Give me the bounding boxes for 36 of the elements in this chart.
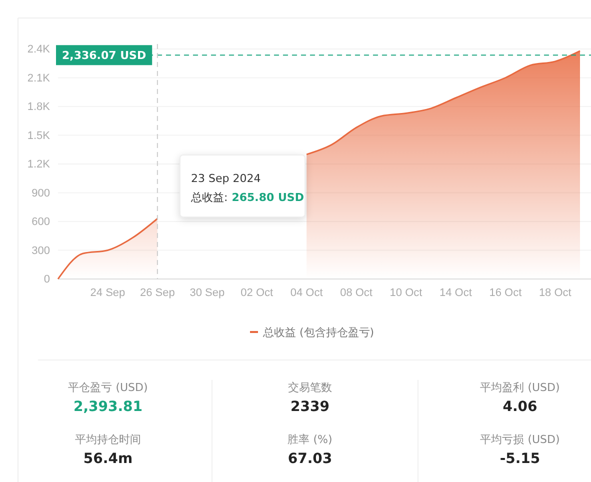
y-tick-label: 2.4K [27,44,51,56]
y-tick-label: 600 [32,216,50,228]
y-tick-label: 1.8K [27,101,51,114]
y-tick-label: 2.1K [27,72,51,84]
x-tick-label: 18 Oct [538,286,572,299]
ref-line-label: 2,336.07 USD [62,49,146,62]
y-tick-label: 900 [32,187,50,200]
text: 2,393.81 [73,399,143,415]
x-tick-label: 10 Oct [390,286,422,299]
x-tick-label: 16 Oct [489,286,522,299]
x-tick-label: 24 Sep [90,286,126,299]
y-tick-label: 300 [32,244,50,257]
x-tick-label: 02 Oct [240,286,274,299]
annotation: 265.80 USD [232,191,304,204]
x-tick-label: 08 Oct [340,286,372,299]
x-tick-label: 30 Sep [190,286,225,299]
y-tick-label: 0 [44,274,50,286]
text: 平仓盈亏 (USD) [68,381,148,394]
text: 67.03 [288,451,332,467]
x-tick-label: 04 Oct [290,286,323,299]
y-tick-label: 1.5K [27,130,51,142]
text: 平均亏损 (USD) [480,433,560,446]
text: -5.15 [500,451,540,467]
text: 56.4m [83,451,133,467]
legend-label: 总收益 (包含持仓盈亏) [262,326,374,339]
text: 胜率 (%) [288,433,332,446]
annotation: 总收益: [190,191,228,204]
text: 4.06 [502,399,538,415]
text: 平均持仓时间 [75,433,141,446]
annotation: 23 Sep 2024 [191,172,261,185]
y-tick-label: 1.2K [27,158,51,171]
x-tick-label: 14 Oct [440,286,472,299]
x-tick-label: 26 Sep [140,286,175,299]
text: 平均盈利 (USD) [480,381,560,394]
text: 2339 [290,399,330,415]
text: 交易笔数 [288,381,332,394]
